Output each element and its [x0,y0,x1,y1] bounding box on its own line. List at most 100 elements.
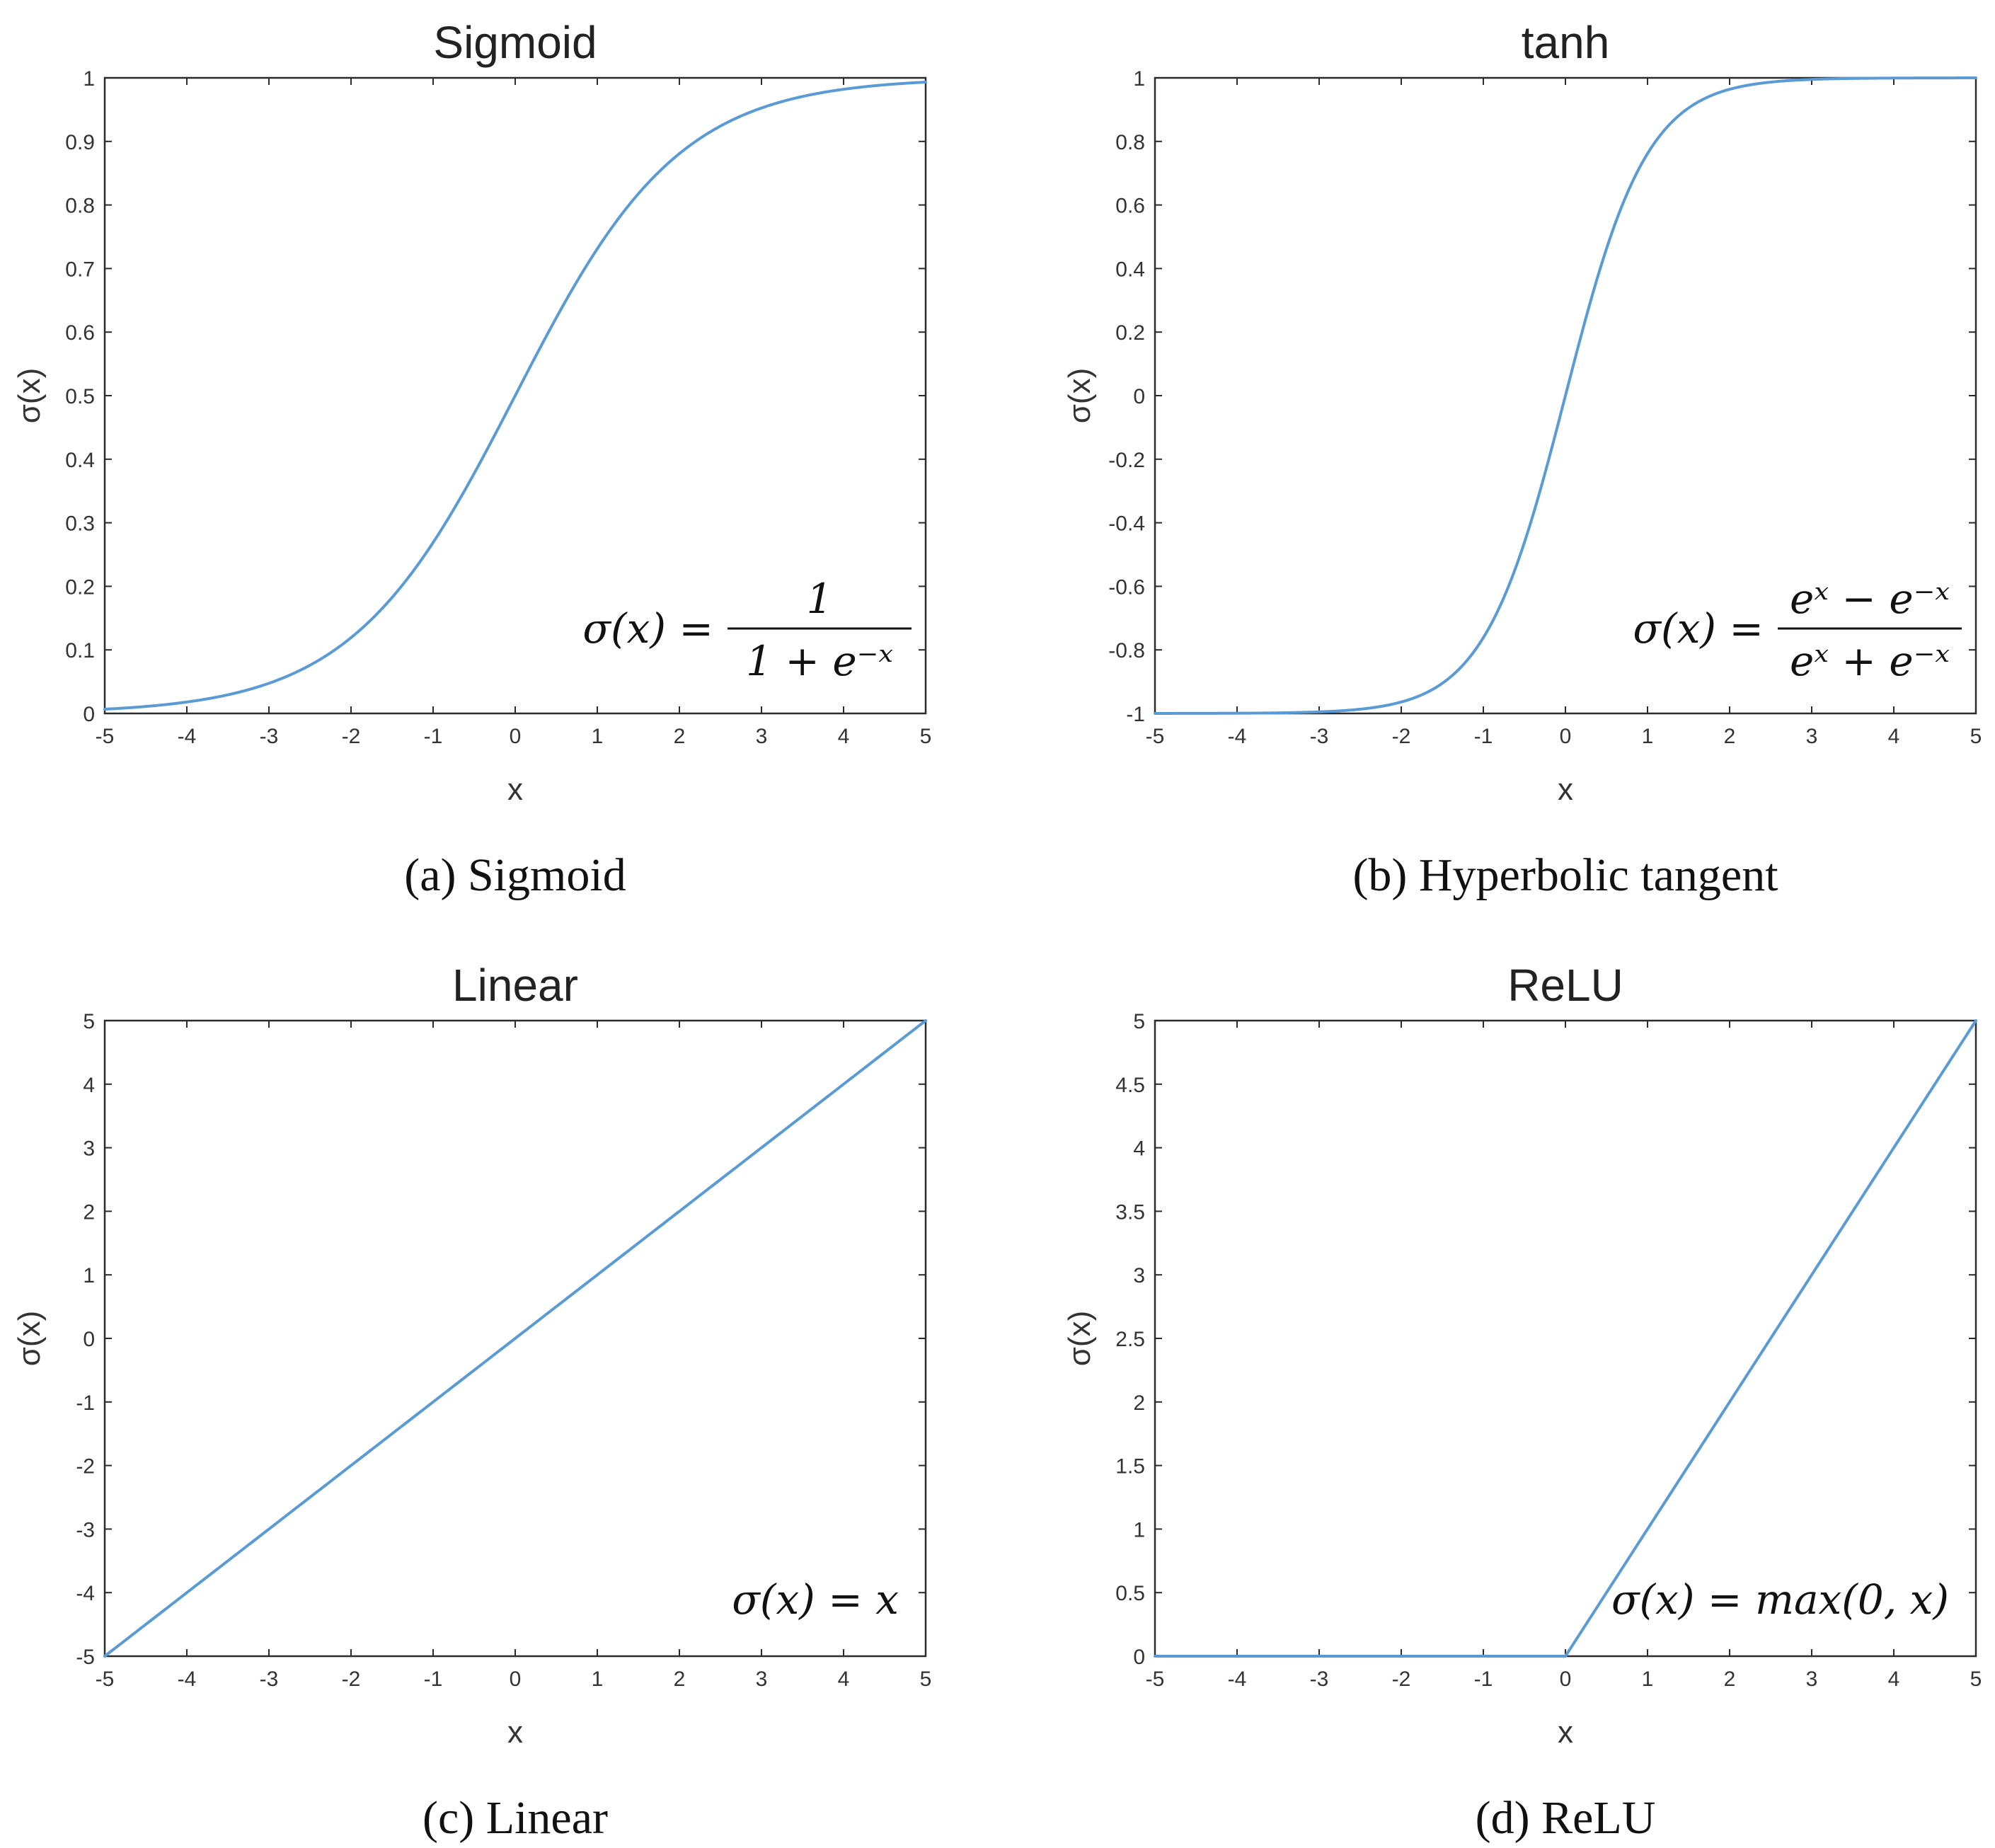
x-tick-label: 5 [1970,725,1982,748]
y-tick-label: -2 [76,1455,95,1479]
x-tick-label: -2 [1392,1668,1411,1691]
x-tick-label: -3 [1310,725,1329,748]
x-tick-label: -1 [1474,725,1493,748]
figure-caption: (d) ReLU [1476,1792,1656,1844]
x-tick-label: 1 [1642,1668,1654,1691]
y-tick-label: -0.6 [1108,575,1145,599]
x-tick-label: 2 [674,725,686,748]
y-tick-label: 3 [83,1137,95,1161]
x-tick-label: 3 [756,725,768,748]
y-tick-label: 0.9 [65,131,95,154]
series-line-relu [1154,1019,1977,1658]
formula-numerator: 1 [807,575,833,623]
y-tick-label: 4.5 [1115,1074,1145,1097]
x-tick-label: -5 [96,1668,115,1691]
y-tick-label: 2.5 [1115,1328,1145,1351]
figure-caption: (b) Hyperbolic tangent [1352,849,1778,901]
x-tick-label: 1 [592,1668,604,1691]
formula-denominator: eˣ + e⁻ˣ [1790,637,1950,685]
y-tick-label: 0 [1133,385,1145,408]
x-axis-label: x [1558,1715,1573,1750]
y-tick-label: 1.5 [1115,1455,1145,1479]
x-axis-label: x [507,1715,523,1750]
y-tick-label: 0.3 [65,512,95,536]
y-tick-label: 5 [83,1010,95,1033]
x-tick-label: 1 [592,725,604,748]
x-tick-label: 2 [674,1668,686,1691]
y-tick-label: 3.5 [1115,1200,1145,1224]
formula-denominator: 1 + e⁻ˣ [746,637,893,685]
y-tick-label: 2 [83,1200,95,1224]
y-tick-label: 3 [1133,1264,1145,1287]
x-tick-label: -2 [1392,725,1411,748]
y-axis-label: σ(x) [1062,368,1097,423]
x-tick-label: 0 [1560,1668,1572,1691]
x-tick-label: -3 [1310,1668,1329,1691]
y-tick-label: 1 [1133,67,1145,91]
y-tick-label: -1 [76,1391,95,1415]
chart-title: Linear [452,960,578,1011]
figure-caption: (c) Linear [422,1792,608,1844]
formula: σ(x) = max(0, x) [1611,1576,1949,1624]
y-axis-label: σ(x) [1062,1311,1097,1366]
x-tick-label: 5 [1970,1668,1982,1691]
x-tick-label: -5 [96,725,115,748]
x-tick-label: 5 [920,725,932,748]
y-tick-label: -0.4 [1108,512,1145,536]
y-tick-label: 0.1 [65,639,95,662]
series-line-linear [103,1019,927,1658]
y-tick-label: -0.2 [1108,449,1145,472]
x-axis-label: x [507,772,523,807]
x-tick-label: 4 [838,1668,850,1691]
x-tick-label: -2 [342,725,361,748]
x-tick-label: -2 [342,1668,361,1691]
x-tick-label: 2 [1724,1668,1736,1691]
y-tick-label: 2 [1133,1391,1145,1415]
y-tick-label: 0.8 [65,195,95,218]
formula: σ(x) = 1 1 + e⁻ˣ [582,575,912,685]
formula-lhs: σ(x) = [1633,604,1764,653]
y-tick-label: 1 [83,67,95,91]
chart-title: tanh [1522,17,1610,68]
series-line-sigmoid [103,81,927,711]
y-tick-label: 0.7 [65,258,95,281]
x-tick-label: -3 [260,1668,279,1691]
y-axis-label: σ(x) [12,368,47,423]
y-tick-label: 0.4 [1115,258,1145,281]
y-tick-label: 5 [1133,1010,1145,1033]
y-tick-label: 0 [83,703,95,726]
x-axis-label: x [1558,772,1573,807]
x-tick-label: -3 [260,725,279,748]
figure-caption: (a) Sigmoid [404,849,626,901]
y-tick-label: -4 [76,1582,95,1605]
x-tick-label: -4 [178,725,197,748]
y-tick-label: 4 [1133,1137,1145,1161]
x-tick-label: 0 [1560,725,1572,748]
x-tick-label: -5 [1146,1668,1165,1691]
x-tick-label: 4 [838,725,850,748]
x-tick-label: 1 [1642,725,1654,748]
chart-panel-linear: Linear -5 -4 -3 -2 -1 0 1 2 3 4 5 -5 -4 -3 -2 -1 0 1 2 3 4 5 x σ… [12,960,931,1844]
y-tick-label: 0.8 [1115,131,1145,154]
chart-panel-relu: ReLU -5 -4 -3 -2 -1 0 1 2 3 4 5 0 0.5 1 1.5 2 2.5 3 3.5 4 4.5… [1062,960,1982,1844]
y-tick-label: 4 [83,1074,95,1097]
x-tick-label: -4 [1228,1668,1247,1691]
y-tick-label: 0.6 [1115,195,1145,218]
y-tick-label: 0 [1133,1646,1145,1669]
x-tick-label: -1 [424,725,443,748]
y-tick-label: -3 [76,1518,95,1542]
x-tick-label: 4 [1888,1668,1900,1691]
x-tick-label: 4 [1888,725,1900,748]
y-tick-label: 0.5 [1115,1582,1145,1605]
x-tick-label: 3 [756,1668,768,1691]
x-tick-label: 2 [1724,725,1736,748]
x-tick-label: -4 [178,1668,197,1691]
chart-title: Sigmoid [433,17,597,68]
x-tick-label: -1 [424,1668,443,1691]
y-tick-label: 1 [83,1264,95,1287]
y-tick-label: 0.6 [65,321,95,345]
y-axis-label: σ(x) [12,1311,47,1366]
chart-title: ReLU [1507,960,1623,1011]
x-tick-label: -1 [1474,1668,1493,1691]
